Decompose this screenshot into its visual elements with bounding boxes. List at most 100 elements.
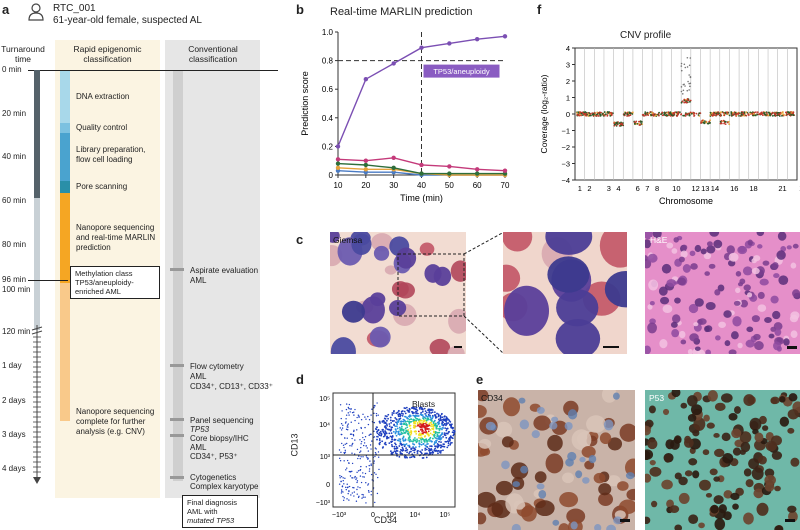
flow-event xyxy=(422,438,425,441)
cell xyxy=(547,434,563,452)
cnv-point xyxy=(601,112,604,115)
flow-event xyxy=(436,446,439,449)
panel-letter-c: c xyxy=(296,232,304,247)
cell xyxy=(730,331,739,340)
flow-event xyxy=(367,484,369,486)
chart-f-title: CNV profile xyxy=(620,30,672,41)
cnv-point xyxy=(781,114,783,117)
conv-core: Core biopsy/IHC AML CD34⁺, P53⁺ xyxy=(190,434,249,461)
cell xyxy=(612,392,620,400)
flow-event xyxy=(343,497,345,499)
cell xyxy=(789,314,799,323)
cell xyxy=(545,453,564,474)
flow-event xyxy=(393,447,396,450)
cell xyxy=(672,314,681,324)
flow-event xyxy=(346,498,348,500)
cnv-point xyxy=(621,124,624,126)
flow-event xyxy=(399,440,402,443)
flow-event xyxy=(446,417,449,420)
cell xyxy=(341,300,366,323)
cell xyxy=(713,476,721,482)
cnv-point xyxy=(610,112,613,115)
cell xyxy=(601,390,617,403)
flow-event xyxy=(363,442,366,444)
flow-event xyxy=(433,435,436,437)
flow-event xyxy=(351,470,353,473)
flow-event xyxy=(346,483,348,485)
time-label: 80 min xyxy=(2,240,27,249)
flow-event xyxy=(436,431,439,434)
flow-event xyxy=(408,425,411,427)
panel-letter-e: e xyxy=(476,372,484,387)
flow-event xyxy=(428,451,431,454)
flow-event xyxy=(413,451,416,454)
cell xyxy=(678,476,688,486)
flow-event xyxy=(414,422,417,425)
y-tick-label: 3 xyxy=(566,61,570,70)
cell xyxy=(613,516,623,525)
cell xyxy=(666,279,677,287)
flow-event xyxy=(439,435,442,438)
flow-event xyxy=(404,427,407,430)
flow-event xyxy=(360,481,363,484)
cnv-outlier xyxy=(680,90,683,93)
flow-event xyxy=(389,435,392,438)
flow-event xyxy=(354,477,356,479)
x-tick-label: 70 xyxy=(501,181,510,190)
flow-event xyxy=(446,446,449,449)
cell xyxy=(645,425,651,436)
flow-event xyxy=(375,412,378,415)
y-tick-label: −4 xyxy=(561,176,570,185)
flow-event xyxy=(425,411,428,414)
x-tick-label: −10³ xyxy=(332,512,347,519)
flow-event xyxy=(407,439,410,441)
cell xyxy=(501,460,510,470)
flow-event xyxy=(367,415,369,418)
flow-event xyxy=(418,433,420,436)
cell xyxy=(661,263,672,274)
flow-event xyxy=(408,418,411,421)
cell xyxy=(671,390,681,398)
flow-event xyxy=(395,447,398,450)
flow-event xyxy=(445,436,448,439)
flow-event xyxy=(360,450,362,452)
flow-event xyxy=(407,430,409,433)
flow-event xyxy=(392,412,395,414)
cell xyxy=(533,415,551,431)
flow-event xyxy=(444,434,447,437)
flow-event xyxy=(407,415,410,418)
flow-event xyxy=(395,445,398,448)
cell xyxy=(478,404,487,418)
flow-event xyxy=(375,453,377,455)
cell xyxy=(731,428,742,439)
cell xyxy=(693,417,706,431)
cnv-point xyxy=(675,111,678,114)
flow-event xyxy=(345,486,347,489)
cell xyxy=(745,339,755,348)
flow-event xyxy=(420,452,423,455)
flow-event xyxy=(360,419,363,421)
flow-event xyxy=(435,449,438,452)
cnv-point xyxy=(776,112,778,114)
flow-event xyxy=(439,415,442,417)
cnv-point xyxy=(719,120,722,123)
cell xyxy=(683,437,694,448)
flow-event xyxy=(410,447,413,450)
cnv-point xyxy=(606,114,609,117)
flow-event xyxy=(415,430,418,433)
cnv-point xyxy=(697,114,700,116)
data-point xyxy=(474,167,480,172)
flow-event xyxy=(404,412,407,415)
cell xyxy=(478,491,496,508)
cnv-point xyxy=(731,113,734,116)
flow-event xyxy=(356,448,359,451)
flow-event xyxy=(387,436,390,439)
flow-event xyxy=(430,412,433,414)
cnv-point xyxy=(583,113,586,116)
cnv-point xyxy=(767,114,770,117)
flow-event xyxy=(427,415,430,417)
cell xyxy=(771,262,779,270)
flow-event xyxy=(416,421,419,424)
flow-event xyxy=(370,490,372,493)
flow-event xyxy=(345,442,348,445)
